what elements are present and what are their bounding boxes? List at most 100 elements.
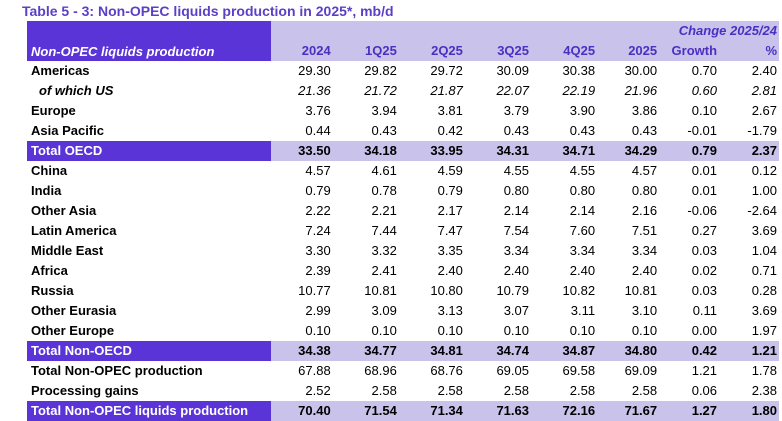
table-cell: 4.55 <box>569 163 596 178</box>
table-cell: 21.72 <box>364 83 397 98</box>
table-cell: 0.10 <box>691 103 718 118</box>
row-label: China <box>31 163 68 178</box>
table-cell: 1.21 <box>719 341 779 361</box>
table-cell: 0.27 <box>691 223 718 238</box>
table-row: Other Europe 0.10 0.10 0.10 0.10 0.10 0.10 0.00… <box>27 321 779 341</box>
row-label: Total Non-OECD <box>27 341 271 361</box>
column-header: % <box>719 40 779 61</box>
table-cell: 7.24 <box>305 223 331 238</box>
table-cell: -0.06 <box>687 203 718 218</box>
table-cell: 67.88 <box>298 363 331 378</box>
table-cell: 2.40 <box>631 263 658 278</box>
table-cell: 33.95 <box>398 141 465 161</box>
table-cell: 70.40 <box>270 401 333 421</box>
table-cell: 2.16 <box>631 203 658 218</box>
table-cell: 71.34 <box>398 401 465 421</box>
row-label: Middle East <box>31 243 104 258</box>
table-cell: 30.09 <box>496 63 529 78</box>
table-cell: 3.30 <box>305 243 331 258</box>
table-cell: 71.63 <box>464 401 531 421</box>
row-label-header: Non-OPEC liquids production <box>27 21 271 61</box>
row-label: Other Europe <box>31 323 115 338</box>
table-title: Table 5 - 3: Non-OPEC liquids production… <box>22 3 394 19</box>
table-row: Russia 10.77 10.81 10.80 10.79 10.82 10.81 0.03… <box>27 281 779 301</box>
table-cell: 3.69 <box>751 303 777 318</box>
table-cell: 7.54 <box>503 223 529 238</box>
table-cell: 3.11 <box>570 303 596 318</box>
table-cell: 2.39 <box>305 263 331 278</box>
table-cell: 0.11 <box>692 303 718 318</box>
table-cell: 7.47 <box>437 223 463 238</box>
table-cell: 1.27 <box>659 401 720 421</box>
table-row: Middle East 3.30 3.32 3.35 3.34 3.34 3.34 0.03 1… <box>27 241 779 261</box>
table-cell: 10.79 <box>496 283 529 298</box>
table-cell: 2.58 <box>569 383 596 398</box>
table-row: China 4.57 4.61 4.59 4.55 4.55 4.57 0.01 0.12 <box>27 161 779 181</box>
table-cell: 0.03 <box>691 243 718 258</box>
table-cell: 2.99 <box>305 303 331 318</box>
table-cell: 3.81 <box>437 103 463 118</box>
table-cell: 0.00 <box>691 323 718 338</box>
table-row: Other Asia 2.22 2.21 2.17 2.14 2.14 2.16 -0.06 -… <box>27 201 779 221</box>
table-cell: 29.72 <box>430 63 463 78</box>
table-cell: 1.04 <box>751 243 777 258</box>
table-cell: 72.16 <box>531 401 598 421</box>
table-cell: 0.78 <box>371 183 397 198</box>
table-cell: 3.69 <box>751 223 777 238</box>
row-label: Africa <box>31 263 68 278</box>
table-cell: 1.00 <box>751 183 777 198</box>
table-cell: 2.58 <box>631 383 658 398</box>
column-header: 2Q25 <box>398 40 465 61</box>
table-cell: 4.55 <box>503 163 529 178</box>
table-row: Latin America 7.24 7.44 7.47 7.54 7.60 7.51 0.2… <box>27 221 779 241</box>
table-cell: 0.60 <box>691 83 718 98</box>
table-cell: 71.54 <box>332 401 399 421</box>
table-cell: 0.79 <box>305 183 331 198</box>
table-cell: 69.09 <box>624 363 658 378</box>
row-label: Other Asia <box>31 203 97 218</box>
table-cell: 0.42 <box>437 123 463 138</box>
row-label: of which US <box>39 83 114 98</box>
table-cell: 2.21 <box>371 203 397 218</box>
table-cell: 2.58 <box>371 383 397 398</box>
table-cell: 3.94 <box>371 103 397 118</box>
table-cell: 69.58 <box>562 363 596 378</box>
table-cell: 0.01 <box>691 183 718 198</box>
table-row: Total Non-OPEC liquids production 70.40 71… <box>27 401 779 421</box>
row-label: Europe <box>31 103 76 118</box>
table-cell: 7.51 <box>631 223 658 238</box>
table-cell: 3.32 <box>371 243 397 258</box>
table-row: of which US 21.36 21.72 21.87 22.07 22.19 21.9… <box>27 81 779 101</box>
table-cell: 68.96 <box>364 363 397 378</box>
row-label: India <box>31 183 62 198</box>
table-cell: 2.40 <box>569 263 596 278</box>
table-cell: 10.82 <box>562 283 596 298</box>
header-row-change: Non-OPEC liquids production Change 2025/… <box>27 21 779 61</box>
table-cell: 4.57 <box>631 163 658 178</box>
table-cell: 2.22 <box>305 203 331 218</box>
header-spacer <box>270 21 660 40</box>
table-cell: 3.13 <box>437 303 463 318</box>
table-cell: 0.01 <box>691 163 718 178</box>
table-cell: 0.10 <box>503 323 529 338</box>
table-cell: 29.82 <box>364 63 397 78</box>
table-cell: 7.44 <box>371 223 397 238</box>
table-cell: 2.14 <box>569 203 596 218</box>
table-cell: 3.34 <box>503 243 529 258</box>
table-cell: 34.18 <box>332 141 399 161</box>
table-cell: 71.67 <box>597 401 660 421</box>
table-cell: 4.59 <box>437 163 463 178</box>
table-cell: 2.40 <box>751 63 777 78</box>
table-cell: 34.31 <box>464 141 531 161</box>
table-cell: 1.21 <box>691 363 718 378</box>
table-cell: 0.12 <box>751 163 777 178</box>
table-cell: 1.78 <box>751 363 777 378</box>
table-cell: 34.81 <box>398 341 465 361</box>
table-cell: 0.03 <box>691 283 718 298</box>
table-cell: 2.58 <box>437 383 463 398</box>
table-row: Europe 3.76 3.94 3.81 3.79 3.90 3.86 0.10 2.67 <box>27 101 779 121</box>
table-row: Asia Pacific 0.44 0.43 0.42 0.43 0.43 0.43 -0.0… <box>27 121 779 141</box>
table-cell: 2.40 <box>503 263 529 278</box>
table-cell: 4.61 <box>371 163 397 178</box>
table-cell: 34.38 <box>270 341 333 361</box>
